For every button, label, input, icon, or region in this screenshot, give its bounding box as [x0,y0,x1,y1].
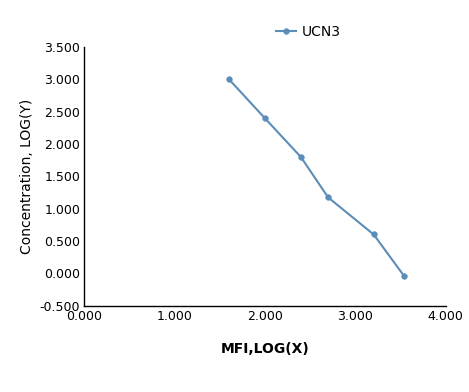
UCN3 [371,232,377,237]
X-axis label: MFI,LOG(X): MFI,LOG(X) [220,342,310,356]
Line: UCN3: UCN3 [226,76,407,279]
UCN3 [262,116,268,121]
Y-axis label: Concentration, LOG(Y): Concentration, LOG(Y) [20,99,34,254]
UCN3 [298,155,304,160]
UCN3 [401,274,407,279]
Legend: UCN3: UCN3 [272,20,345,43]
UCN3 [226,77,232,82]
UCN3 [325,195,331,200]
